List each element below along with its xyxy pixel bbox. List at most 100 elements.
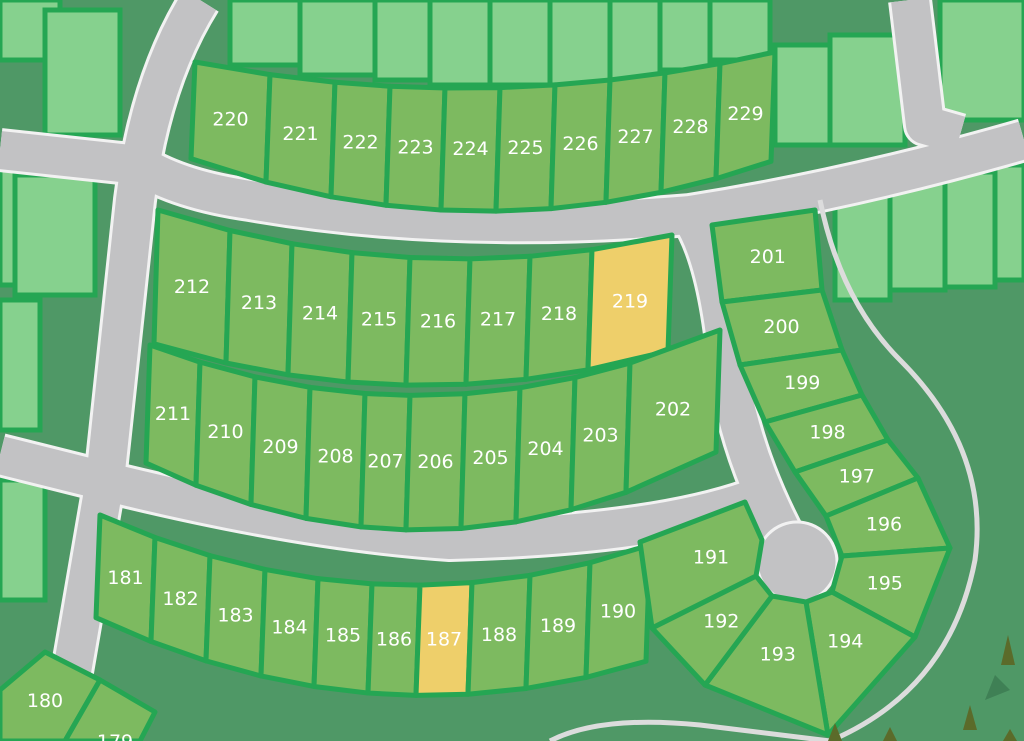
lot-222[interactable]: 222	[328, 79, 393, 208]
outer-lot	[942, 169, 998, 290]
outer-lot	[297, 0, 378, 78]
lot-number: 206	[417, 451, 453, 473]
lot-224[interactable]: 224	[438, 85, 503, 214]
lot-209[interactable]: 209	[248, 374, 313, 521]
lot-205[interactable]: 205	[458, 385, 523, 532]
lot-number: 213	[241, 292, 277, 314]
outer-lot	[707, 0, 773, 63]
lot-185[interactable]: 185	[311, 576, 375, 696]
outer-lot	[42, 7, 123, 138]
lot-221[interactable]: 221	[263, 72, 338, 200]
lot-182[interactable]: 182	[148, 534, 213, 664]
lots: 220 221 222 223 224 225 226 227 228 229 212 213 214 2…	[0, 49, 953, 741]
lot-203[interactable]: 203	[568, 360, 633, 513]
lot-188[interactable]: 188	[465, 572, 533, 697]
lot-181[interactable]: 181	[93, 512, 158, 644]
lot-number: 194	[827, 631, 863, 653]
lot-220[interactable]: 220	[188, 59, 273, 185]
lot-184[interactable]: 184	[258, 566, 321, 689]
lot-229[interactable]: 229	[713, 49, 778, 182]
lot-number: 218	[541, 303, 577, 325]
lot-number: 208	[317, 446, 353, 468]
road	[0, 121, 1024, 242]
lot-number: 200	[763, 316, 799, 338]
lot-shape	[62, 677, 158, 741]
lot-shape	[583, 542, 653, 680]
lot-number: 179	[97, 731, 133, 741]
lot-number: 195	[867, 572, 903, 594]
lot-183[interactable]: 183	[203, 553, 268, 679]
lot-number: 197	[839, 466, 875, 488]
lot-number: 222	[342, 132, 378, 154]
lot-number: 221	[282, 123, 318, 145]
lot-216[interactable]: 216	[403, 255, 473, 388]
lot-number: 220	[212, 108, 248, 130]
outer-lot	[12, 172, 98, 298]
outer-lot	[547, 0, 613, 88]
lot-shape	[713, 49, 778, 182]
outer-lot	[827, 32, 908, 148]
lot-186[interactable]: 186	[365, 581, 423, 698]
lot-179[interactable]: 179	[62, 677, 158, 741]
outer-lot	[0, 477, 48, 603]
tree-shadow	[985, 675, 1010, 700]
road	[41, 0, 217, 741]
walking-path	[817, 199, 980, 741]
lot-190[interactable]: 190	[583, 542, 653, 680]
lot-202[interactable]: 202	[623, 327, 723, 495]
lot-226[interactable]: 226	[548, 77, 613, 212]
lot-number: 210	[207, 421, 243, 443]
pine-tree-icon	[883, 727, 897, 741]
lot-number: 227	[617, 126, 653, 148]
outer-lot	[887, 177, 948, 293]
lot-number: 186	[376, 628, 412, 650]
outer-lot	[772, 42, 833, 148]
lot-number: 214	[302, 302, 338, 324]
lot-number: 191	[693, 547, 729, 569]
lot-number: 229	[727, 103, 763, 125]
lot-218[interactable]: 218	[523, 247, 595, 382]
lot-191[interactable]: 191	[637, 499, 765, 631]
road	[891, 0, 966, 154]
lot-227[interactable]: 227	[603, 70, 668, 205]
lot-201[interactable]: 201	[709, 207, 825, 305]
lot-number: 181	[107, 567, 143, 589]
lot-number: 211	[155, 403, 191, 425]
lot-number: 182	[162, 588, 198, 610]
outer-lot	[992, 162, 1024, 283]
lot-212[interactable]: 212	[151, 207, 233, 366]
lot-225[interactable]: 225	[493, 82, 558, 214]
lot-210[interactable]: 210	[193, 359, 258, 507]
lot-207[interactable]: 207	[358, 391, 413, 533]
lot-187[interactable]: 187	[413, 580, 475, 698]
lot-206[interactable]: 206	[403, 391, 468, 533]
outer-lot	[0, 297, 43, 433]
lot-204[interactable]: 204	[513, 375, 578, 525]
lot-223[interactable]: 223	[383, 83, 448, 213]
outer-lot	[487, 0, 553, 88]
lot-214[interactable]: 214	[285, 241, 355, 385]
outer-lot	[227, 0, 303, 68]
lot-215[interactable]: 215	[345, 250, 413, 388]
lot-number: 205	[472, 447, 508, 469]
lot-number: 193	[760, 644, 796, 666]
lot-number: 188	[481, 624, 517, 646]
pine-tree-icon	[963, 705, 977, 730]
lot-217[interactable]: 217	[463, 253, 533, 387]
lot-number: 207	[367, 450, 403, 472]
outer-lot	[427, 0, 493, 88]
walking-path	[548, 719, 831, 741]
lot-number: 180	[27, 690, 63, 712]
lot-number: 216	[420, 310, 456, 332]
lot-189[interactable]: 189	[523, 560, 593, 691]
lot-213[interactable]: 213	[223, 227, 295, 378]
outer-lot	[657, 0, 713, 73]
lot-228[interactable]: 228	[658, 61, 723, 195]
outer-lot	[607, 0, 663, 83]
lot-number: 187	[426, 628, 462, 650]
lot-211[interactable]: 211	[143, 342, 203, 488]
lot-number: 201	[750, 246, 786, 268]
lot-208[interactable]: 208	[303, 384, 368, 530]
